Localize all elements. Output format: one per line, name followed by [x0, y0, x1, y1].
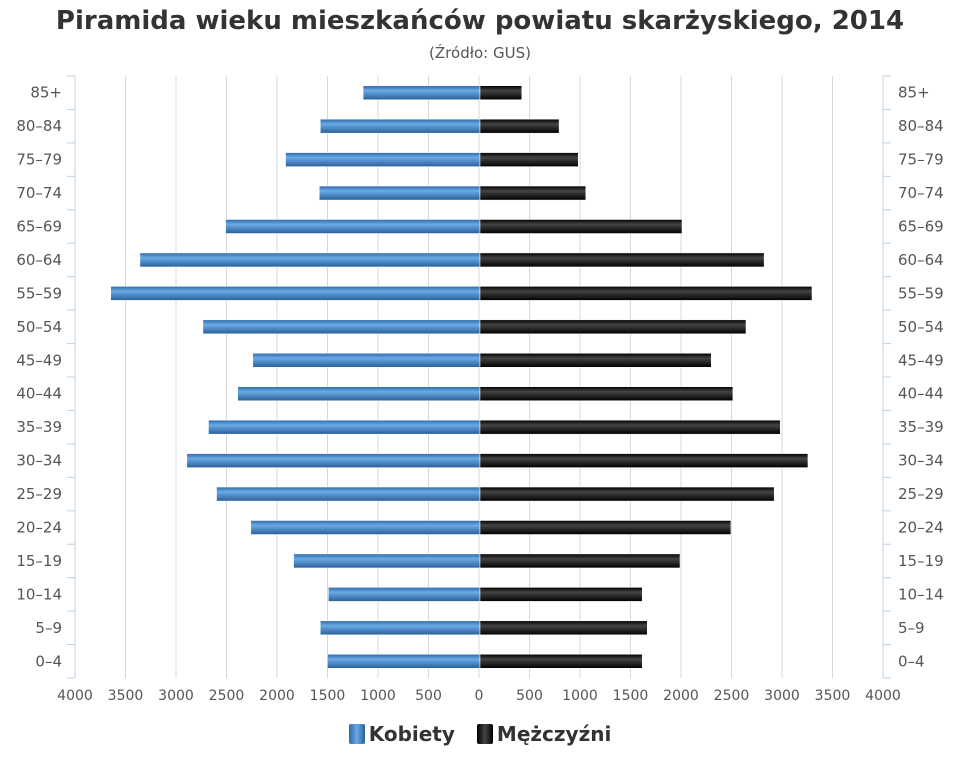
bar-mezczyzni [479, 553, 681, 569]
bar-mezczyzni [479, 286, 813, 301]
bar-kobiety [285, 152, 481, 167]
y-label-left: 80–84 [16, 117, 62, 135]
y-label-left: 15–19 [16, 552, 62, 570]
x-tick-label: 1500 [613, 688, 649, 704]
bar-kobiety [250, 520, 481, 535]
bar-mezczyzni [479, 620, 648, 636]
y-label-left: 75–79 [16, 151, 62, 169]
y-label-left: 25–29 [16, 485, 62, 503]
bar-kobiety [320, 620, 481, 636]
bar-mezczyzni [479, 152, 579, 167]
y-label-right: 15–19 [898, 552, 944, 570]
y-label-left: 45–49 [16, 351, 62, 369]
y-label-left: 60–64 [16, 251, 62, 269]
y-label-left: 30–34 [16, 452, 62, 470]
y-label-right: 65–69 [898, 218, 944, 236]
bar-kobiety [208, 419, 481, 435]
chart-title: Piramida wieku mieszkańców powiatu skarż… [55, 6, 905, 36]
bar-mezczyzni [479, 252, 765, 268]
bar-mezczyzni [479, 486, 775, 502]
bar-kobiety [293, 553, 481, 569]
x-tick-label: 500 [516, 688, 543, 704]
y-label-right: 85+ [898, 84, 930, 102]
y-label-left: 40–44 [16, 385, 62, 403]
y-label-left: 5–9 [35, 619, 62, 637]
bar-kobiety [319, 185, 481, 201]
bar-kobiety [362, 85, 481, 100]
bar-mezczyzni [479, 386, 734, 401]
y-label-right: 5–9 [898, 619, 925, 637]
y-label-left: 70–74 [16, 184, 62, 202]
bar-mezczyzni [479, 219, 683, 234]
legend-label-mezczyzni: Mężczyźni [496, 722, 612, 746]
legend-item-kobiety[interactable]: Kobiety [348, 722, 455, 746]
y-label-right: 10–14 [898, 585, 944, 603]
x-tick-label: 3000 [158, 688, 194, 704]
bar-mezczyzni [479, 520, 732, 535]
x-tick-label: 3500 [815, 688, 851, 704]
y-label-right: 60–64 [898, 251, 944, 269]
bar-kobiety [320, 118, 481, 134]
x-tick-label: 3000 [764, 688, 800, 704]
bar-kobiety [225, 219, 481, 234]
bar-kobiety [328, 587, 481, 602]
bar-mezczyzni [479, 185, 587, 201]
y-label-left: 85+ [30, 84, 62, 102]
bar-mezczyzni [479, 453, 809, 468]
x-tick-label: 0 [475, 688, 484, 704]
x-tick-label: 1000 [562, 688, 598, 704]
bar-kobiety [202, 319, 481, 335]
x-tick-label: 4000 [57, 688, 93, 704]
legend: Kobiety Mężczyźni [0, 722, 960, 746]
y-label-right: 35–39 [898, 418, 944, 436]
x-tick-label: 2500 [714, 688, 750, 704]
y-label-left: 50–54 [16, 318, 62, 336]
bar-mezczyzni [479, 654, 643, 669]
legend-item-mezczyzni[interactable]: Mężczyźni [476, 722, 612, 746]
y-label-right: 55–59 [898, 284, 944, 302]
bar-mezczyzni [479, 85, 523, 100]
x-tick-label: 1000 [360, 688, 396, 704]
bar-kobiety [237, 386, 481, 401]
x-tick-label: 500 [415, 688, 442, 704]
y-label-right: 30–34 [898, 452, 944, 470]
y-label-right: 50–54 [898, 318, 944, 336]
x-tick-label: 4000 [865, 688, 901, 704]
y-label-right: 40–44 [898, 385, 944, 403]
bar-kobiety [139, 252, 481, 268]
y-label-left: 0–4 [35, 652, 62, 670]
y-label-right: 0–4 [898, 652, 925, 670]
x-tick-label: 1500 [310, 688, 346, 704]
bar-mezczyzni [479, 419, 781, 435]
bar-kobiety [110, 286, 481, 301]
bar-kobiety [327, 654, 481, 669]
legend-label-kobiety: Kobiety [368, 722, 455, 746]
legend-swatch-kobiety [348, 724, 365, 744]
y-label-left: 55–59 [16, 284, 62, 302]
y-label-right: 45–49 [898, 351, 944, 369]
y-label-left: 65–69 [16, 218, 62, 236]
bar-mezczyzni [479, 319, 747, 335]
bar-kobiety [252, 353, 481, 368]
bar-kobiety [186, 453, 481, 468]
x-tick-label: 2500 [209, 688, 245, 704]
y-label-right: 20–24 [898, 519, 944, 537]
bar-kobiety [216, 486, 481, 502]
y-label-left: 20–24 [16, 519, 62, 537]
y-label-right: 25–29 [898, 485, 944, 503]
y-label-right: 70–74 [898, 184, 944, 202]
y-label-left: 35–39 [16, 418, 62, 436]
y-label-right: 75–79 [898, 151, 944, 169]
bar-mezczyzni [479, 587, 643, 602]
y-label-left: 10–14 [16, 585, 62, 603]
bar-mezczyzni [479, 118, 560, 134]
bar-mezczyzni [479, 353, 712, 368]
x-tick-label: 3500 [108, 688, 144, 704]
x-tick-label: 2000 [663, 688, 699, 704]
x-tick-label: 2000 [259, 688, 295, 704]
chart-subtitle: (Źródło: GUS) [429, 44, 531, 62]
y-label-right: 80–84 [898, 117, 944, 135]
legend-swatch-mezczyzni [476, 724, 493, 744]
